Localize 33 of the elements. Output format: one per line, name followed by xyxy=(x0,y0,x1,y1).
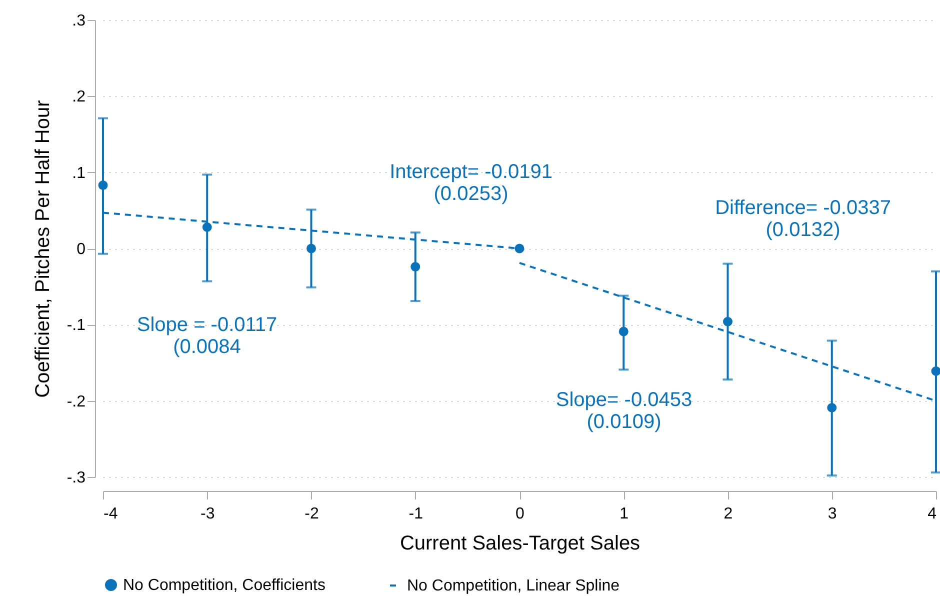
annotation: Slope = -0.0117 (0.0084 xyxy=(136,314,278,358)
y-tick-label: -.3 xyxy=(66,470,86,486)
point xyxy=(202,222,212,232)
y-tick-label: .2 xyxy=(72,88,86,106)
x-tick-label: -4 xyxy=(104,506,118,522)
point xyxy=(723,316,732,326)
point xyxy=(410,262,420,272)
y-axis-title: Coefficient, Pitches Per Half Hour xyxy=(32,100,54,398)
point xyxy=(514,244,524,254)
x-tick-label: -2 xyxy=(304,506,319,522)
point xyxy=(931,366,940,376)
y-tick-label: -.2 xyxy=(66,393,86,410)
x-axis-title: Current Sales-Target Sales xyxy=(400,532,640,554)
y-tick-label: .3 xyxy=(72,12,86,30)
x-tick-label: 0 xyxy=(516,506,525,522)
point xyxy=(827,402,837,412)
x-tick-label: 2 xyxy=(724,506,733,522)
point xyxy=(98,180,108,190)
x-tick-label: 3 xyxy=(828,506,837,522)
y-tick-label: 0 xyxy=(76,241,86,258)
legend-label: No Competition, Coefficients xyxy=(123,577,326,594)
annotation: Intercept= -0.0191 (0.0253) xyxy=(390,161,552,205)
annotation: Difference= -0.0337 (0.0132) xyxy=(715,197,891,241)
legend-label: No Competition, Linear Spline xyxy=(407,578,620,594)
x-tick-label: -1 xyxy=(408,506,424,522)
y-tick-label: .1 xyxy=(72,164,86,182)
point xyxy=(306,244,316,254)
x-tick-label: 4 xyxy=(928,506,937,522)
x-tick-label: 1 xyxy=(620,506,629,522)
point xyxy=(618,326,628,336)
annotation: Slope= -0.0453 (0.0109) xyxy=(556,389,692,433)
x-tick-label: -3 xyxy=(200,506,215,522)
y-tick-label: -.1 xyxy=(66,317,86,334)
